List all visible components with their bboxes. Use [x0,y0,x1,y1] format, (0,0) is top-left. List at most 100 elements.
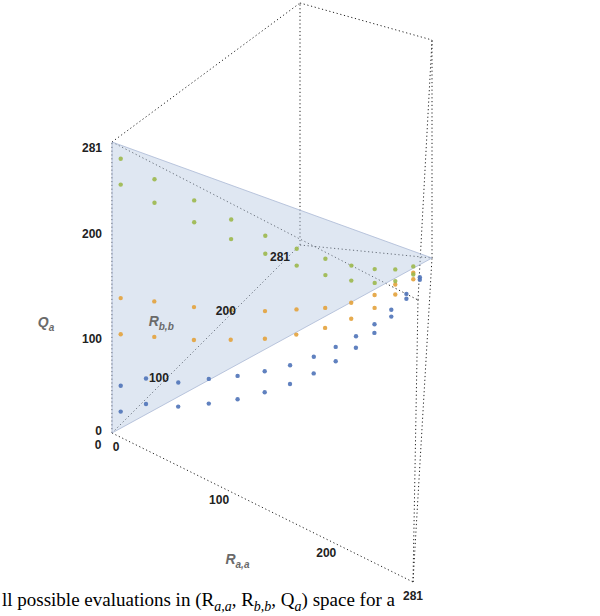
tick-label: 200 [316,546,336,560]
point [119,157,123,161]
point [323,306,327,310]
text-part: Q [38,314,49,330]
subscript: a,a [236,559,250,570]
points [119,157,422,414]
point [411,277,415,281]
point [176,380,180,384]
cube-edge [300,3,301,245]
point [152,335,156,339]
tick-label: 281 [82,141,102,155]
point [312,371,316,375]
text-part: , R [232,589,255,610]
z-axis-label: Qa [38,314,55,333]
point [152,299,156,303]
point [235,374,239,378]
point [152,177,156,181]
cube-edge [432,40,433,258]
point [176,404,180,408]
cube-edge [112,433,413,582]
point [119,296,123,300]
point [404,297,408,301]
tick-label: 0 [113,440,120,454]
point [372,293,376,297]
point [323,273,327,277]
point [372,331,376,335]
point [393,267,397,271]
point [207,401,211,405]
subscript: b,b [159,321,174,332]
y-axis-label: Rb,b [149,313,174,332]
text-part: ll possible evaluations in (R [2,589,214,611]
point [144,402,148,406]
point [235,397,239,401]
point [411,272,415,276]
subscript: a [295,599,302,614]
point [192,198,196,202]
point [263,390,267,394]
point [389,314,393,318]
plane [112,142,432,433]
point [349,263,353,267]
point [119,332,123,336]
point [354,334,358,338]
point [418,278,422,282]
point [404,292,408,296]
point [373,281,377,285]
point [288,382,292,386]
cube-edge [300,3,432,40]
cube-edge [413,258,432,582]
point [349,278,353,282]
point [312,355,316,359]
point [152,201,156,205]
tick-label: 0 [95,424,102,438]
tick-label: 281 [270,250,290,264]
cube-edge [413,300,418,582]
tick-label: 100 [209,493,229,507]
point [192,220,196,224]
text-part: ) space for a [302,589,396,611]
point [393,279,397,283]
point [229,217,233,221]
point [411,264,415,268]
point [119,409,123,413]
point [229,237,233,241]
caption: ll possible evaluations in (Ra,a, Rb,b, … [2,589,396,614]
tick-label: 281 [403,589,423,603]
point [119,384,123,388]
point [372,322,376,326]
tick-label: 0 [95,438,102,452]
point [354,346,358,350]
cube-edge [112,3,300,142]
point [295,247,299,251]
point [349,317,353,321]
point [393,292,397,296]
tick-label: 200 [82,227,102,241]
point [263,309,267,313]
point [229,338,233,342]
subscript: a [49,322,55,333]
text-part: , Q [271,589,295,610]
point [263,234,267,238]
subscript: b,b [254,599,272,614]
point [207,377,211,381]
point [349,301,353,305]
point [288,363,292,367]
x-axis-label: Ra,a [225,551,249,570]
point [192,338,196,342]
point [389,308,393,312]
subscript: a,a [214,599,232,614]
point [192,305,196,309]
point [263,252,267,256]
point [294,307,298,311]
point [373,267,377,271]
tick-label: 100 [82,332,102,346]
point [323,257,327,261]
point [334,359,338,363]
point [263,369,267,373]
point [263,337,267,341]
cube-frame [112,3,432,582]
point [323,326,327,330]
tick-label: 200 [216,304,236,318]
point [119,182,123,186]
point [144,376,148,380]
